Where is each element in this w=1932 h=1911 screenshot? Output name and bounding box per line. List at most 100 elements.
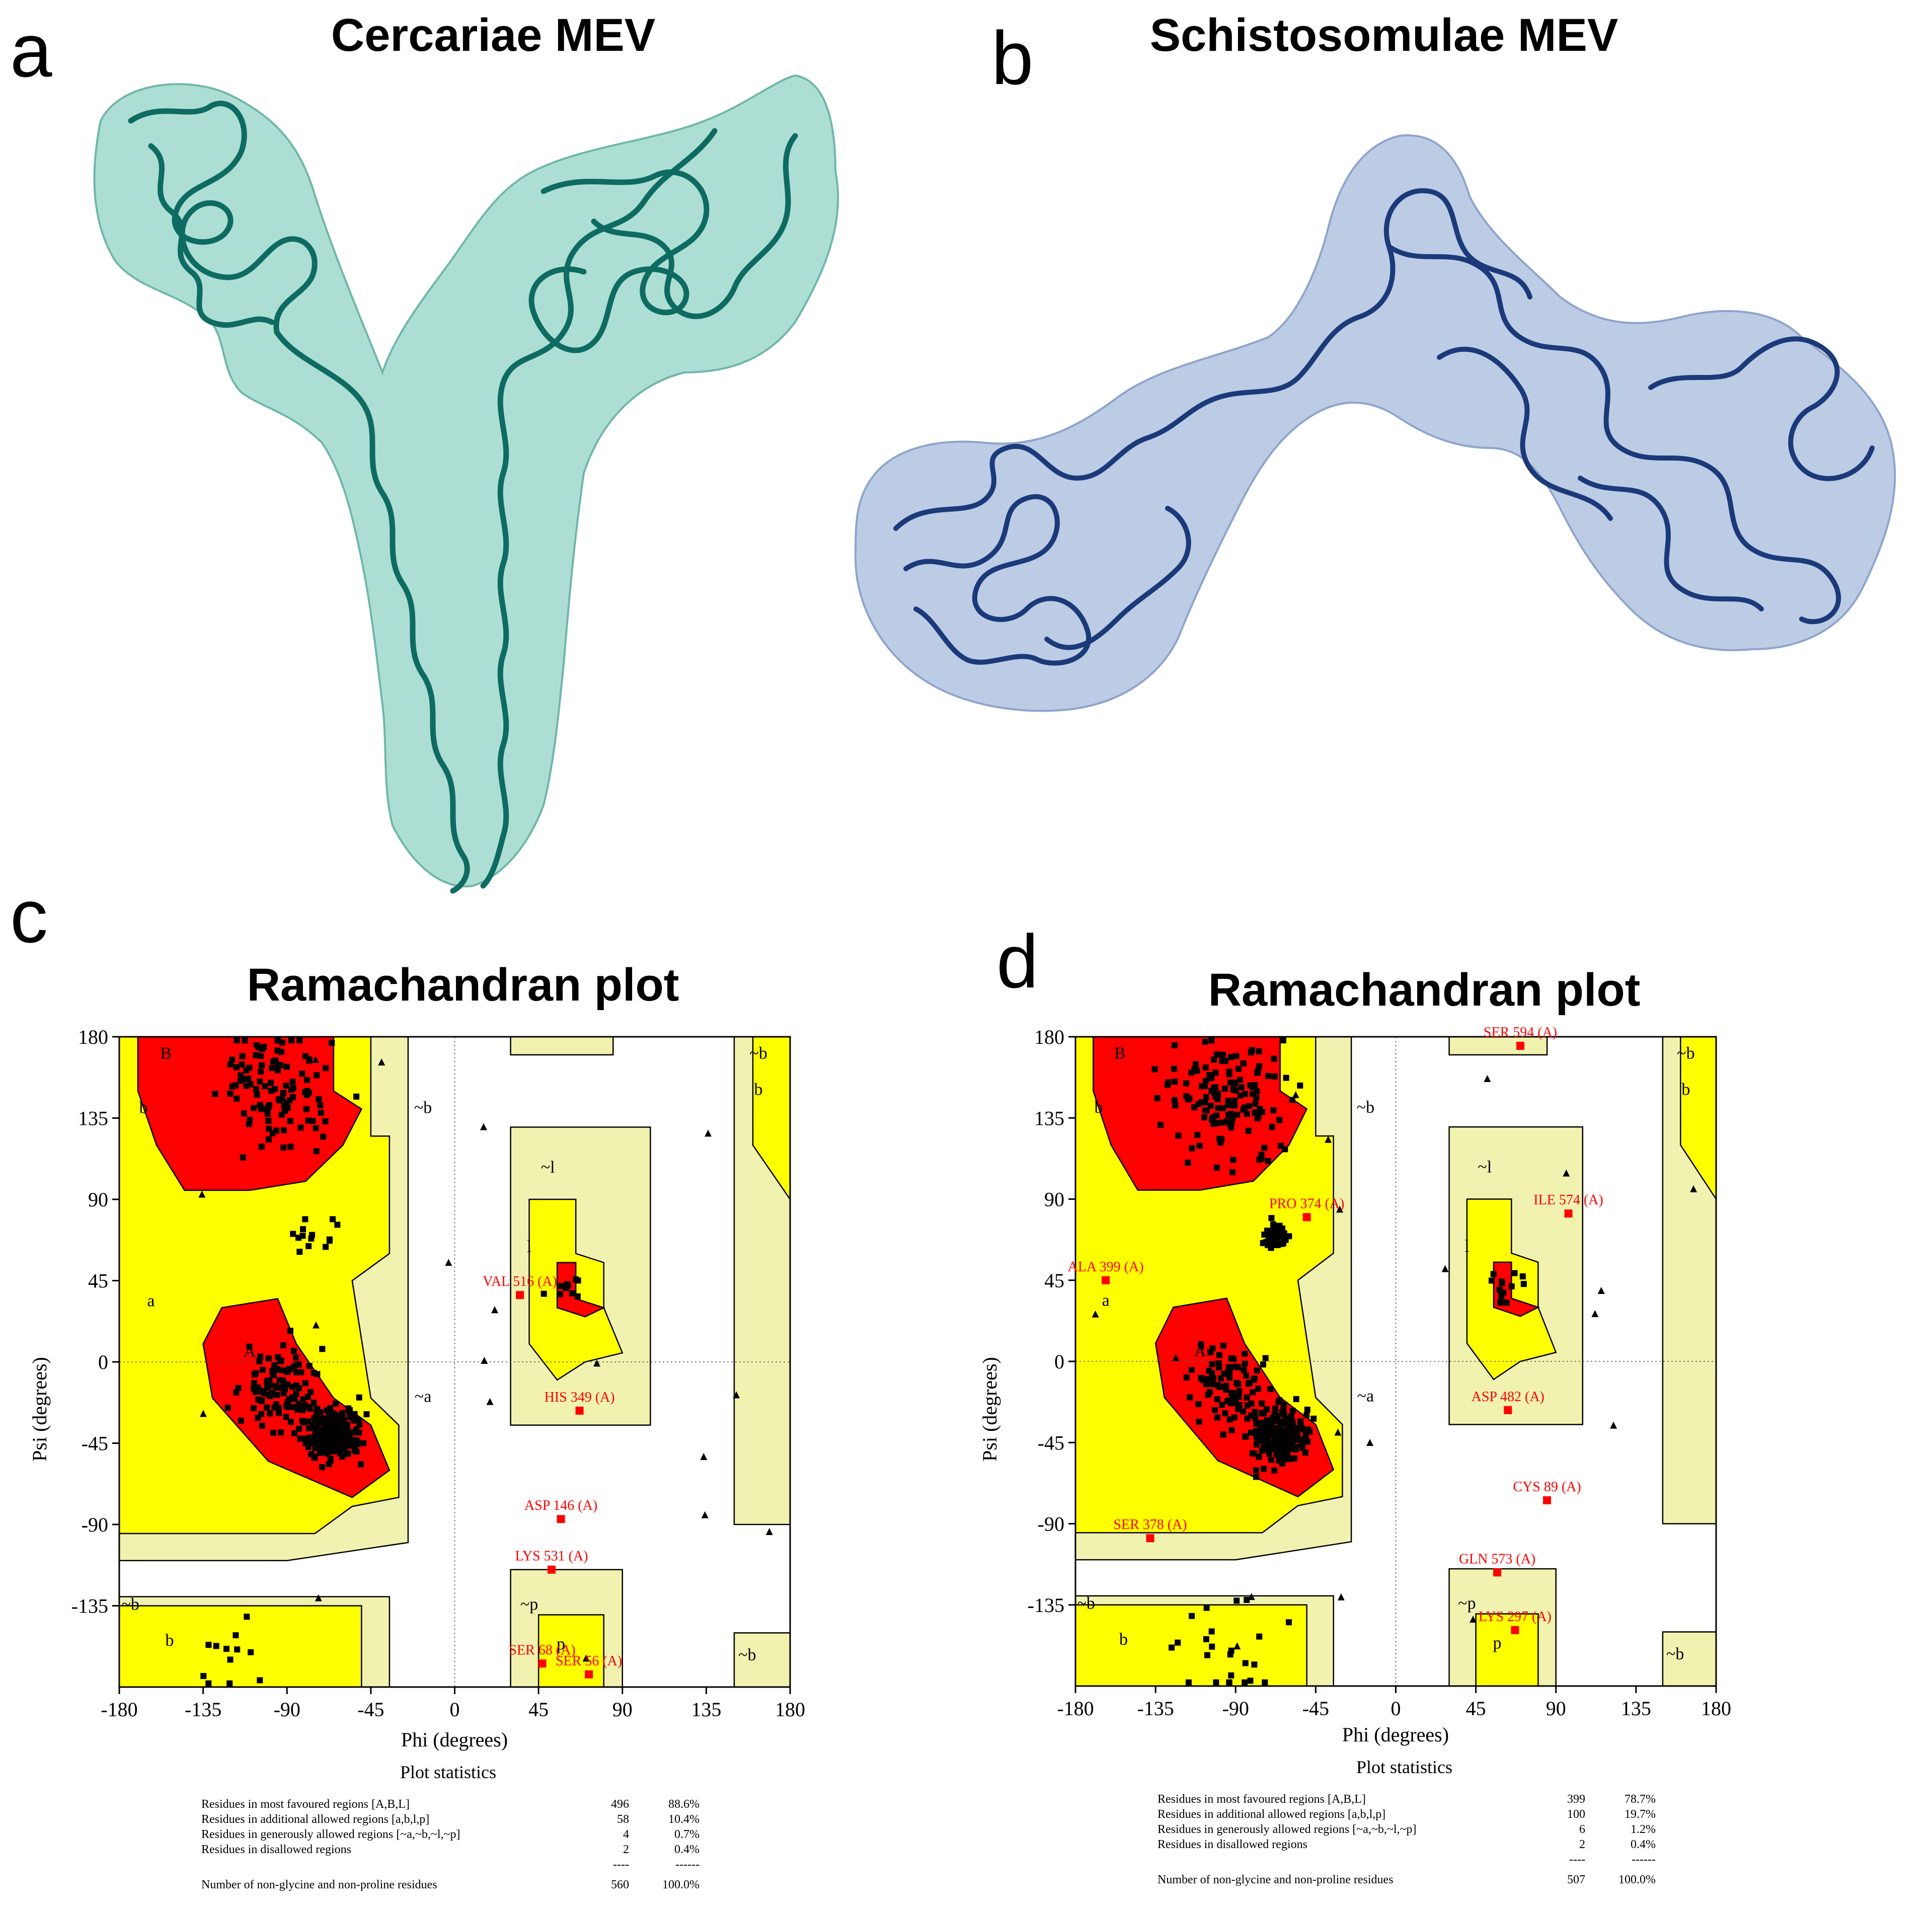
residue-point [1271, 1073, 1278, 1080]
residue-point [226, 1680, 233, 1687]
residue-point [1218, 1375, 1224, 1382]
residue-point [1231, 1097, 1238, 1104]
stats-percent: 0.7% [674, 1828, 700, 1841]
residue-point [1271, 1426, 1278, 1433]
plot-statistics-header: Plot statistics [400, 1762, 497, 1782]
y-axis-label: Psi (degrees) [28, 1357, 51, 1462]
x-tick-label: 0 [450, 1698, 460, 1721]
stats-percent: ------ [675, 1858, 700, 1871]
glycine-point [198, 1190, 206, 1198]
outlier-label: SER 68 (A) [509, 1642, 575, 1658]
residue-point [319, 1346, 326, 1352]
residue-point [251, 1385, 257, 1392]
residue-point [1488, 1277, 1495, 1284]
protein-structure-schistosomulae [854, 134, 1896, 712]
residue-point [223, 1646, 230, 1652]
residue-point [1227, 1079, 1233, 1086]
residue-point [1277, 1142, 1284, 1149]
x-tick-label: 180 [1701, 1697, 1731, 1720]
residue-point [1490, 1271, 1497, 1277]
glycine-point [1337, 1593, 1345, 1600]
residue-point [1275, 1445, 1282, 1451]
stats-count: ---- [1569, 1853, 1585, 1866]
additional-allowed-region [118, 1605, 362, 1688]
residue-point [1175, 1132, 1182, 1139]
outlier-point [1516, 1041, 1525, 1050]
residue-point [274, 1392, 280, 1398]
residue-point [280, 1127, 287, 1133]
region-label: B [160, 1044, 172, 1063]
residue-point [265, 1355, 272, 1361]
residue-point [1240, 1060, 1247, 1066]
residue-point [1187, 1394, 1193, 1401]
glycine-point [312, 1056, 320, 1063]
residue-point [1225, 1098, 1231, 1104]
stats-percent: 1.2% [1631, 1823, 1656, 1836]
residue-point [280, 1342, 286, 1349]
residue-point [258, 1143, 265, 1150]
residue-point [1172, 1102, 1179, 1109]
stats-label: Number of non-glycine and non-proline re… [201, 1878, 437, 1891]
stats-row-separator: ---- ------ [1157, 1853, 1661, 1868]
residue-point [285, 1105, 291, 1111]
glycine-point [1366, 1439, 1374, 1446]
residue-point [306, 1363, 313, 1369]
residue-point [290, 1231, 296, 1237]
residue-point [326, 1236, 333, 1243]
x-tick-label: 45 [528, 1698, 549, 1721]
residue-point [1172, 1097, 1178, 1103]
residue-point [1256, 1454, 1262, 1460]
region-label: a [147, 1291, 154, 1310]
residue-point [1244, 1111, 1250, 1117]
residue-point [312, 1455, 318, 1461]
residue-point [261, 1390, 267, 1397]
residue-point [239, 1061, 245, 1068]
molecular-surface-cercariae [93, 74, 839, 888]
residue-point [343, 1426, 350, 1432]
panel-title-schistosomulae: Schistosomulae MEV [1149, 10, 1618, 61]
residue-point [1266, 1234, 1272, 1240]
outlier-point [1302, 1213, 1311, 1221]
stats-count: 2 [1579, 1838, 1585, 1851]
residue-point [1213, 1679, 1219, 1686]
residue-point [1228, 1124, 1234, 1131]
residue-point [1243, 1372, 1250, 1379]
residue-point [1242, 1350, 1248, 1357]
residue-point [1229, 1390, 1236, 1397]
glycine-point [582, 1654, 590, 1662]
residue-point [1235, 1394, 1242, 1400]
y-tick-label: -90 [82, 1513, 108, 1536]
region-label: b [165, 1631, 174, 1650]
region-label: a [1102, 1291, 1110, 1310]
residue-point [1210, 1120, 1217, 1127]
residue-point [1278, 1231, 1284, 1238]
residue-point [1279, 1410, 1285, 1417]
residue-point [302, 1438, 309, 1444]
residue-point [267, 1393, 273, 1400]
residue-point [1252, 1101, 1259, 1107]
residue-point [253, 1370, 259, 1377]
stats-percent: 100.0% [662, 1878, 700, 1891]
y-tick-label: 180 [78, 1026, 108, 1048]
residue-point [274, 1047, 281, 1054]
residue-point [294, 1406, 300, 1413]
residue-point [1203, 1636, 1209, 1642]
glycine-point [315, 1594, 322, 1601]
residue-point [1519, 1273, 1526, 1280]
residue-point [244, 1614, 250, 1620]
glycine-point [445, 1259, 452, 1266]
residue-point [283, 1083, 289, 1089]
residue-point [1251, 1450, 1258, 1457]
residue-point [1216, 1135, 1223, 1142]
residue-point [283, 1063, 290, 1070]
glycine-point [1292, 1091, 1299, 1098]
outlier-point [557, 1515, 565, 1523]
molecular-surface-schistosomulae [854, 134, 1896, 712]
stats-row-disallowed: Residues in disallowed regions 2 0.4% [1157, 1838, 1661, 1853]
region-label: p [557, 1635, 565, 1653]
residue-point [289, 1404, 296, 1410]
residue-point [1213, 1164, 1220, 1171]
residue-point [1242, 1660, 1249, 1666]
residue-point [1276, 1457, 1282, 1464]
residue-points [1092, 1037, 1697, 1686]
